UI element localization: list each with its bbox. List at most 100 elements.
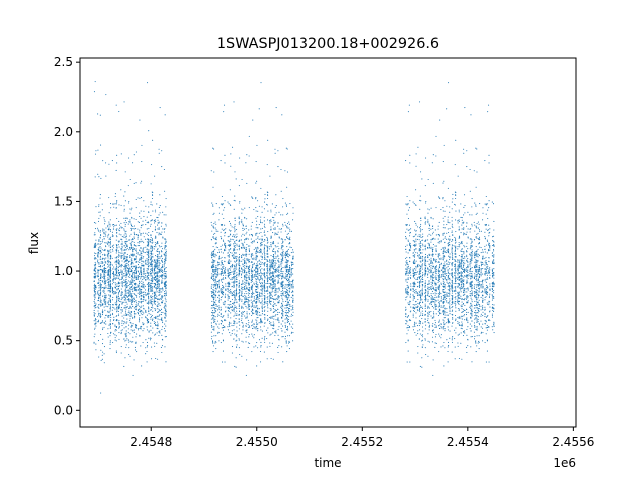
data-point: [236, 284, 238, 286]
data-point: [267, 280, 269, 282]
data-point: [120, 189, 122, 191]
data-point: [215, 242, 217, 245]
data-point: [103, 264, 106, 266]
data-point: [234, 306, 236, 309]
data-point: [113, 290, 115, 293]
data-point: [126, 303, 128, 305]
data-point: [98, 246, 100, 249]
data-point: [252, 312, 254, 314]
data-point: [105, 301, 107, 303]
data-point: [235, 291, 238, 293]
data-point: [157, 283, 159, 285]
data-point: [165, 336, 167, 338]
data-point: [270, 291, 272, 293]
data-point: [165, 223, 167, 225]
data-point: [124, 299, 126, 301]
data-point: [116, 304, 118, 306]
data-point: [115, 229, 117, 231]
data-point: [148, 282, 150, 284]
data-point: [112, 247, 114, 249]
data-point: [148, 255, 150, 257]
data-point: [126, 267, 128, 269]
data-point: [218, 273, 220, 275]
data-point: [231, 310, 234, 312]
data-point: [210, 221, 212, 223]
data-point: [103, 297, 106, 299]
data-point: [123, 252, 125, 254]
data-point: [97, 319, 100, 321]
data-point: [123, 245, 125, 247]
data-point: [260, 284, 262, 286]
data-point: [139, 229, 141, 231]
data-point: [139, 261, 141, 263]
data-point: [95, 245, 97, 247]
data-point: [155, 287, 157, 289]
data-point: [129, 239, 131, 241]
data-point: [261, 261, 263, 264]
data-point: [211, 257, 213, 259]
data-point: [126, 256, 128, 258]
data-point: [230, 292, 232, 294]
data-point: [121, 277, 123, 279]
data-point: [129, 260, 131, 262]
data-point: [135, 289, 137, 291]
data-point: [213, 326, 215, 328]
data-point: [261, 284, 263, 287]
data-point: [259, 270, 262, 272]
data-point: [266, 194, 269, 196]
data-point: [109, 275, 111, 277]
data-point: [164, 330, 166, 332]
data-point: [152, 298, 154, 300]
data-point: [103, 279, 105, 281]
data-point: [125, 238, 127, 240]
data-point: [125, 336, 127, 338]
data-point: [97, 270, 99, 272]
data-point: [223, 111, 225, 113]
data-point: [270, 263, 272, 266]
data-point: [256, 292, 259, 294]
data-point: [234, 252, 236, 254]
data-point: [160, 311, 162, 313]
data-point: [160, 314, 162, 316]
data-point: [253, 293, 255, 295]
data-point: [165, 284, 167, 286]
data-point: [100, 240, 102, 243]
data-point: [212, 298, 215, 300]
data-point: [148, 298, 150, 300]
data-point: [137, 292, 139, 294]
data-point: [230, 260, 232, 262]
data-point: [114, 260, 116, 262]
data-point: [210, 338, 213, 340]
data-point: [261, 295, 263, 297]
data-point: [124, 295, 126, 297]
data-point: [264, 318, 266, 320]
data-point: [218, 287, 220, 289]
data-point: [108, 197, 110, 199]
data-point: [94, 327, 96, 329]
data-point: [133, 283, 135, 285]
data-point: [142, 324, 144, 326]
data-point: [124, 249, 126, 251]
data-point: [239, 272, 241, 274]
data-point: [112, 271, 114, 273]
data-point: [238, 263, 240, 265]
data-point: [159, 194, 161, 196]
data-point: [216, 305, 218, 307]
data-point: [241, 222, 243, 224]
data-point: [111, 288, 113, 290]
data-point: [272, 291, 274, 293]
data-point: [222, 287, 224, 289]
data-point: [214, 340, 216, 342]
data-point: [100, 349, 102, 351]
data-point: [218, 332, 220, 334]
data-point: [151, 259, 153, 261]
data-point: [234, 234, 236, 236]
data-point: [129, 219, 131, 221]
data-point: [242, 233, 244, 235]
data-point: [109, 236, 111, 238]
data-point: [102, 276, 104, 278]
data-point: [218, 251, 220, 253]
data-point: [231, 333, 233, 335]
data-point: [102, 329, 104, 331]
data-point: [218, 301, 220, 304]
